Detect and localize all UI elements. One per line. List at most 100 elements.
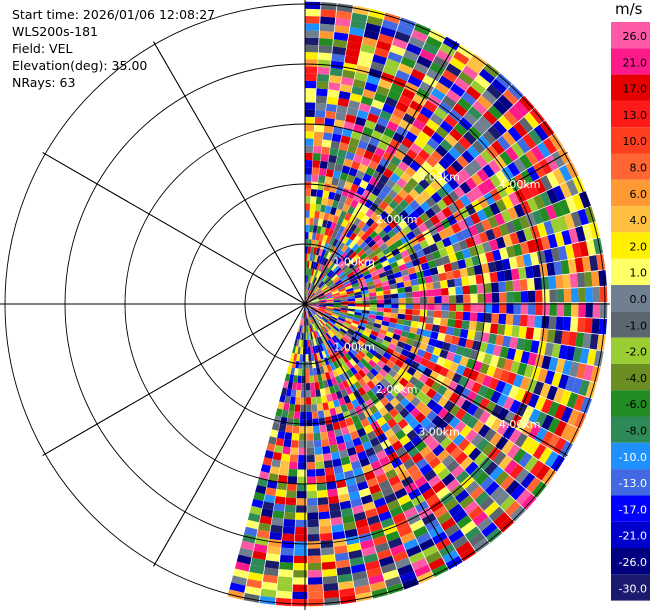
gate-cell — [306, 483, 317, 492]
gate-cell — [394, 557, 411, 570]
gate-cell — [306, 325, 309, 333]
gate-cell — [320, 16, 336, 25]
gate-cell — [366, 75, 381, 86]
gate-cell — [358, 163, 368, 174]
gate-cell — [402, 113, 416, 125]
colorbar-tick-label: -10.0 — [619, 451, 647, 464]
gate-cell — [310, 294, 317, 300]
gate-cell — [427, 259, 437, 269]
colorbar-segment — [611, 48, 650, 75]
gate-cell — [492, 450, 507, 466]
gate-cell — [485, 251, 495, 263]
gate-cell — [338, 90, 351, 100]
gate-cell — [325, 293, 333, 297]
gate-cell — [305, 260, 308, 269]
gate-cell — [329, 206, 337, 216]
gate-cell — [558, 344, 569, 360]
gate-cell — [470, 212, 481, 225]
gate-cell — [397, 494, 411, 506]
gate-cell — [351, 130, 362, 141]
gate-cell — [288, 374, 294, 383]
gate-cell — [397, 354, 408, 363]
gate-cell — [546, 262, 556, 276]
gate-cell — [537, 141, 551, 158]
gate-cell — [410, 434, 423, 447]
gate-cell — [398, 308, 406, 315]
gate-cell — [327, 161, 336, 171]
gate-cell — [354, 330, 363, 337]
gate-cell — [331, 133, 342, 143]
gate-cell — [426, 360, 437, 371]
gate-cell — [443, 400, 455, 412]
gate-cell — [405, 309, 413, 315]
gate-cell — [494, 490, 511, 507]
gate-cell — [437, 467, 451, 481]
gate-cell — [322, 453, 332, 462]
gate-cell — [322, 132, 333, 141]
gate-cell — [306, 289, 309, 298]
gate-cell — [355, 306, 363, 310]
gate-cell — [305, 44, 319, 53]
gate-cell — [333, 192, 342, 202]
gate-cell — [334, 208, 342, 217]
gate-cell — [438, 272, 447, 282]
gate-cell — [312, 225, 318, 233]
gate-cell — [339, 273, 347, 280]
gate-cell — [322, 380, 329, 389]
gate-cell — [458, 239, 469, 251]
gate-cell — [349, 251, 358, 260]
gate-cell — [596, 253, 606, 271]
gate-cell — [501, 440, 515, 455]
gate-cell — [450, 83, 466, 97]
gate-cell — [556, 288, 565, 303]
gate-cell — [307, 282, 310, 290]
gate-cell — [271, 459, 281, 468]
gate-cell — [318, 211, 325, 220]
gate-cell — [321, 285, 328, 291]
gate-cell — [528, 408, 541, 424]
gate-cell — [324, 597, 341, 606]
gate-cell — [373, 196, 383, 207]
gate-cell — [268, 538, 282, 548]
gate-cell — [584, 271, 593, 287]
gate-cell — [319, 305, 327, 308]
gate-cell — [306, 289, 309, 297]
gate-cell — [258, 471, 270, 481]
gate-cell — [345, 332, 353, 339]
gate-cell — [491, 78, 507, 94]
gate-cell — [323, 183, 331, 192]
gate-cell — [285, 497, 297, 506]
gate-cell — [345, 401, 355, 411]
gate-cell — [284, 504, 296, 513]
gate-cell — [244, 585, 261, 596]
gate-cell — [318, 294, 326, 299]
gate-cell — [322, 287, 330, 293]
gate-cell — [336, 283, 345, 289]
gate-cell — [465, 190, 478, 203]
gate-cell — [429, 214, 441, 226]
gate-cell — [324, 117, 335, 127]
gate-cell — [339, 83, 353, 93]
gate-cell — [386, 273, 396, 281]
gate-cell — [320, 2, 337, 11]
gate-cell — [436, 419, 449, 432]
gate-cell — [498, 223, 510, 237]
gate-cell — [315, 289, 323, 296]
gate-cell — [403, 319, 412, 327]
gate-cell — [378, 328, 388, 336]
gate-cell — [529, 460, 545, 477]
gate-cell — [323, 582, 339, 592]
gate-cell — [369, 437, 381, 448]
gate-cell — [310, 196, 317, 204]
colorbar-segment — [611, 258, 650, 285]
gate-cell — [502, 89, 519, 105]
gate-cell — [327, 89, 340, 98]
gate-cell — [466, 145, 480, 159]
gate-cell — [360, 347, 369, 355]
gate-cell — [450, 261, 460, 271]
gate-cell — [315, 203, 321, 212]
gate-cell — [343, 62, 357, 72]
gate-cell — [539, 191, 552, 207]
gate-cell — [369, 404, 379, 415]
gate-cell — [366, 514, 381, 526]
